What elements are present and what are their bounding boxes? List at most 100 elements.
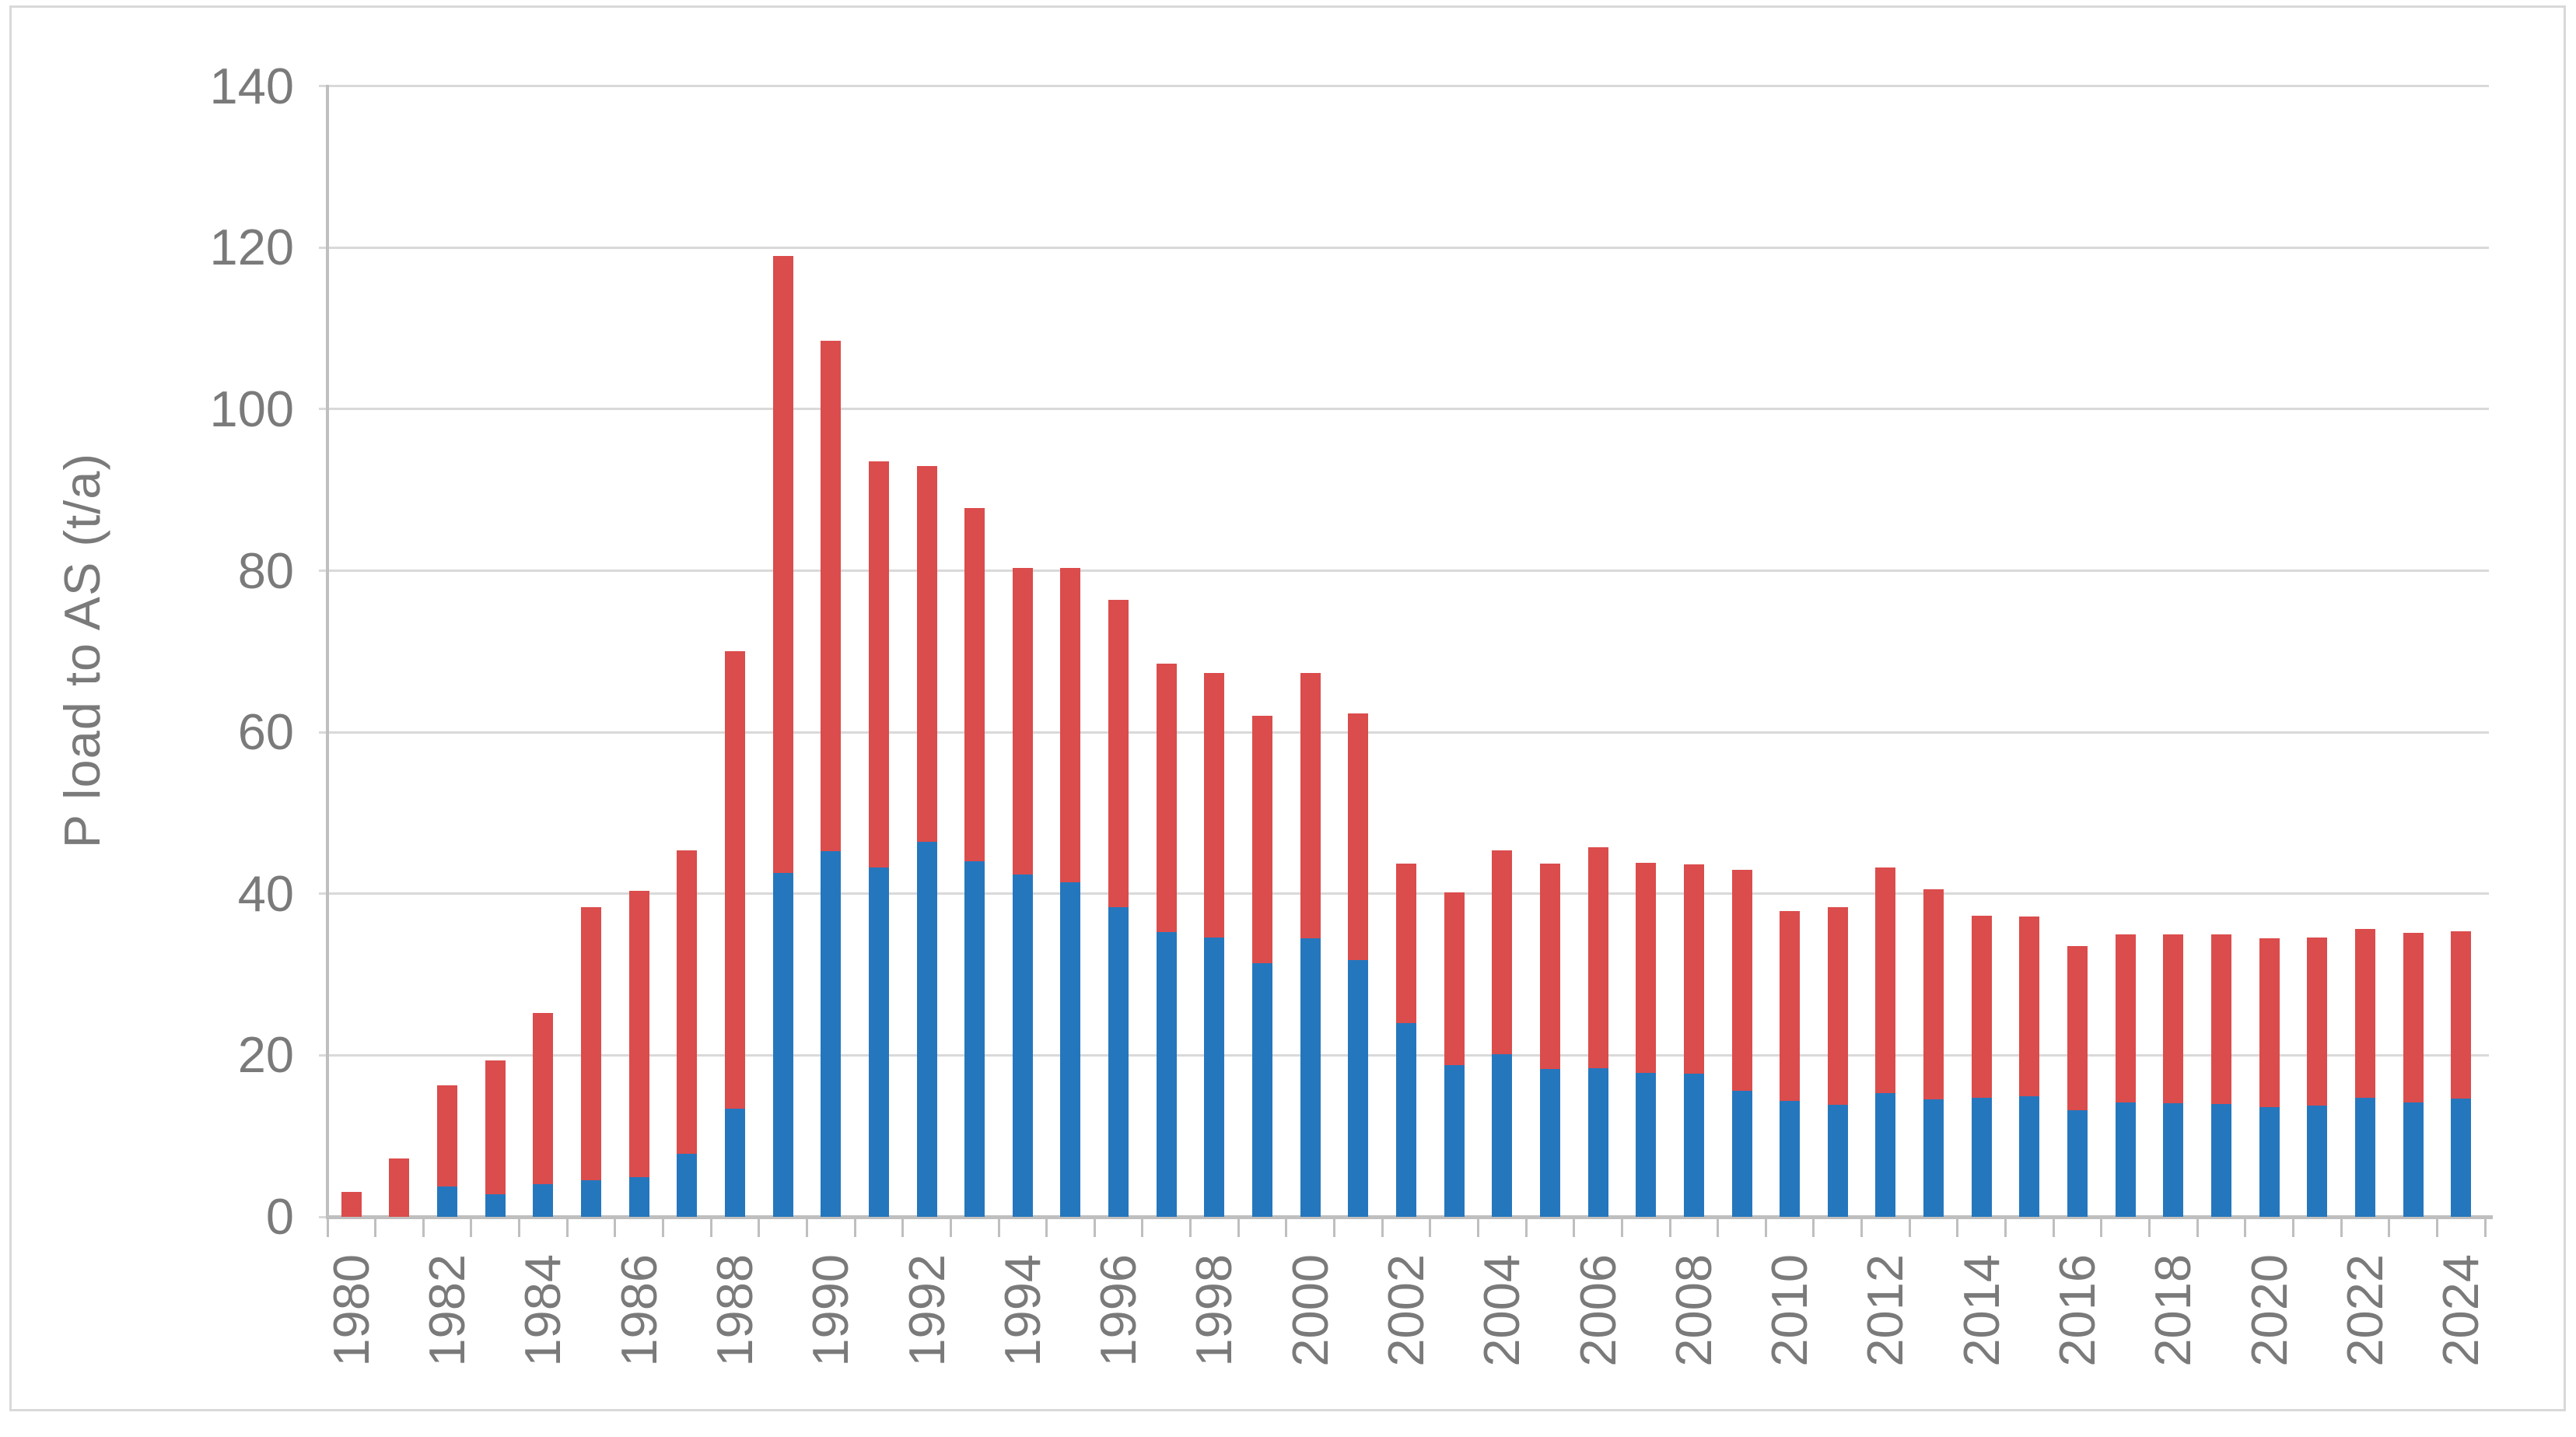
x-axis-tick-label: 1988 [705,1254,763,1367]
x-axis-tick [2244,1217,2247,1237]
x-axis-tick [2483,1217,2487,1237]
y-axis-tick-label: 100 [209,380,294,437]
x-axis-tick [1141,1217,1144,1237]
x-axis-tick [1717,1217,1720,1237]
bar-segment-blue-1982 [437,1186,458,1217]
bar-segment-blue-1994 [1012,874,1033,1217]
bar-segment-blue-2019 [2210,1103,2231,1217]
y-gridline-100 [327,408,2489,411]
bar-segment-red-1989 [772,255,793,873]
x-axis-tick [2196,1217,2199,1237]
x-axis-tick-label: 2002 [1377,1254,1434,1367]
x-axis-tick [1381,1217,1384,1237]
bar-segment-red-2024 [2451,931,2472,1099]
y-axis-tick-label: 0 [265,1188,294,1245]
bar-segment-red-2018 [2163,934,2184,1103]
bar-segment-blue-1993 [964,861,985,1217]
bar-segment-blue-1984 [533,1184,554,1217]
bar-segment-blue-1986 [628,1177,649,1217]
bar-segment-red-1981 [389,1158,410,1217]
x-axis-tick-label: 2010 [1761,1254,1818,1367]
x-axis-tick-label: 2024 [2432,1254,2490,1367]
bar-segment-blue-2000 [1300,938,1321,1217]
bar-segment-red-2004 [1492,850,1513,1055]
bar-segment-blue-2022 [2354,1098,2375,1217]
x-axis-tick [1908,1217,1911,1237]
bar-segment-blue-1983 [485,1193,506,1217]
x-axis-tick [470,1217,473,1237]
bar-segment-red-2002 [1396,864,1416,1023]
bar-segment-red-1984 [533,1013,554,1185]
x-axis-tick [1573,1217,1576,1237]
bar-segment-red-1987 [677,850,698,1155]
y-axis-tick-120 [319,246,326,249]
y-axis-tick-label: 20 [237,1026,294,1084]
x-axis-tick-label: 2022 [2336,1254,2393,1367]
x-axis-tick [2291,1217,2294,1237]
x-axis-tick-label: 2012 [1857,1254,1914,1367]
bar-segment-blue-2013 [1923,1099,1944,1217]
x-axis-tick [1045,1217,1048,1237]
bar-segment-red-2007 [1636,863,1657,1074]
bar-segment-blue-2008 [1683,1074,1704,1217]
bar-segment-red-1980 [341,1191,362,1217]
bar-segment-blue-2024 [2451,1099,2472,1217]
x-axis-tick [1620,1217,1623,1237]
bar-segment-red-1992 [916,465,937,843]
bar-segment-red-2015 [2019,916,2040,1097]
bar-segment-blue-2014 [1971,1098,1992,1217]
bar-segment-red-2021 [2307,937,2328,1106]
x-axis-tick-label: 1990 [802,1254,859,1367]
bar-segment-red-1990 [821,340,842,851]
bar-segment-red-2017 [2115,934,2136,1102]
bar-segment-blue-1999 [1252,963,1273,1217]
x-axis-tick-label: 1996 [1090,1254,1147,1367]
bar-segment-blue-1992 [916,842,937,1217]
y-axis-tick-100 [319,408,326,411]
bar-segment-red-2000 [1300,673,1321,938]
y-axis-tick-label: 60 [237,703,294,761]
bar-segment-red-1998 [1204,673,1225,938]
y-axis-tick-140 [319,85,326,88]
bar-segment-red-1994 [1012,568,1033,874]
bar-segment-blue-1995 [1060,882,1081,1217]
bar-segment-red-2006 [1587,846,1608,1068]
x-axis-tick [2340,1217,2343,1237]
x-axis-tick [614,1217,617,1237]
bar-segment-blue-2016 [2067,1109,2088,1217]
bar-segment-blue-2007 [1636,1073,1657,1217]
x-axis-tick-label: 1980 [322,1254,380,1367]
bar-segment-blue-2002 [1396,1022,1416,1217]
x-axis-line [326,1215,2493,1219]
y-axis-tick-60 [319,731,326,734]
x-axis-tick-label: 1998 [1185,1254,1243,1367]
bar-segment-red-1983 [485,1060,506,1194]
x-axis-tick [1956,1217,1959,1237]
bar-segment-blue-2021 [2307,1105,2328,1217]
x-axis-tick [374,1217,377,1237]
bar-segment-red-2023 [2403,932,2424,1102]
x-axis-tick-label: 2000 [1281,1254,1339,1367]
bar-segment-red-2011 [1827,907,1848,1105]
x-axis-tick [2100,1217,2103,1237]
x-axis-tick-label: 2020 [2240,1254,2298,1367]
y-axis-tick-20 [319,1053,326,1057]
y-gridline-80 [327,570,2489,573]
bar-segment-blue-2010 [1780,1100,1801,1217]
y-axis-tick-label: 120 [209,219,294,276]
bar-segment-red-1997 [1156,663,1177,932]
x-axis-tick [853,1217,856,1237]
x-axis-tick-label: 2004 [1473,1254,1531,1367]
y-gridline-120 [327,246,2489,249]
bar-segment-red-2013 [1923,888,1944,1100]
bar-segment-red-1999 [1252,716,1273,964]
bar-segment-blue-1990 [821,850,842,1217]
x-axis-tick [2147,1217,2151,1237]
bar-segment-red-2016 [2067,946,2088,1110]
x-axis-tick [662,1217,664,1237]
x-axis-tick-label: 2006 [1569,1254,1626,1367]
bar-segment-red-2003 [1444,892,1465,1065]
x-axis-tick [1860,1217,1864,1237]
x-axis-tick [1333,1217,1336,1237]
bar-segment-blue-2018 [2163,1102,2184,1217]
